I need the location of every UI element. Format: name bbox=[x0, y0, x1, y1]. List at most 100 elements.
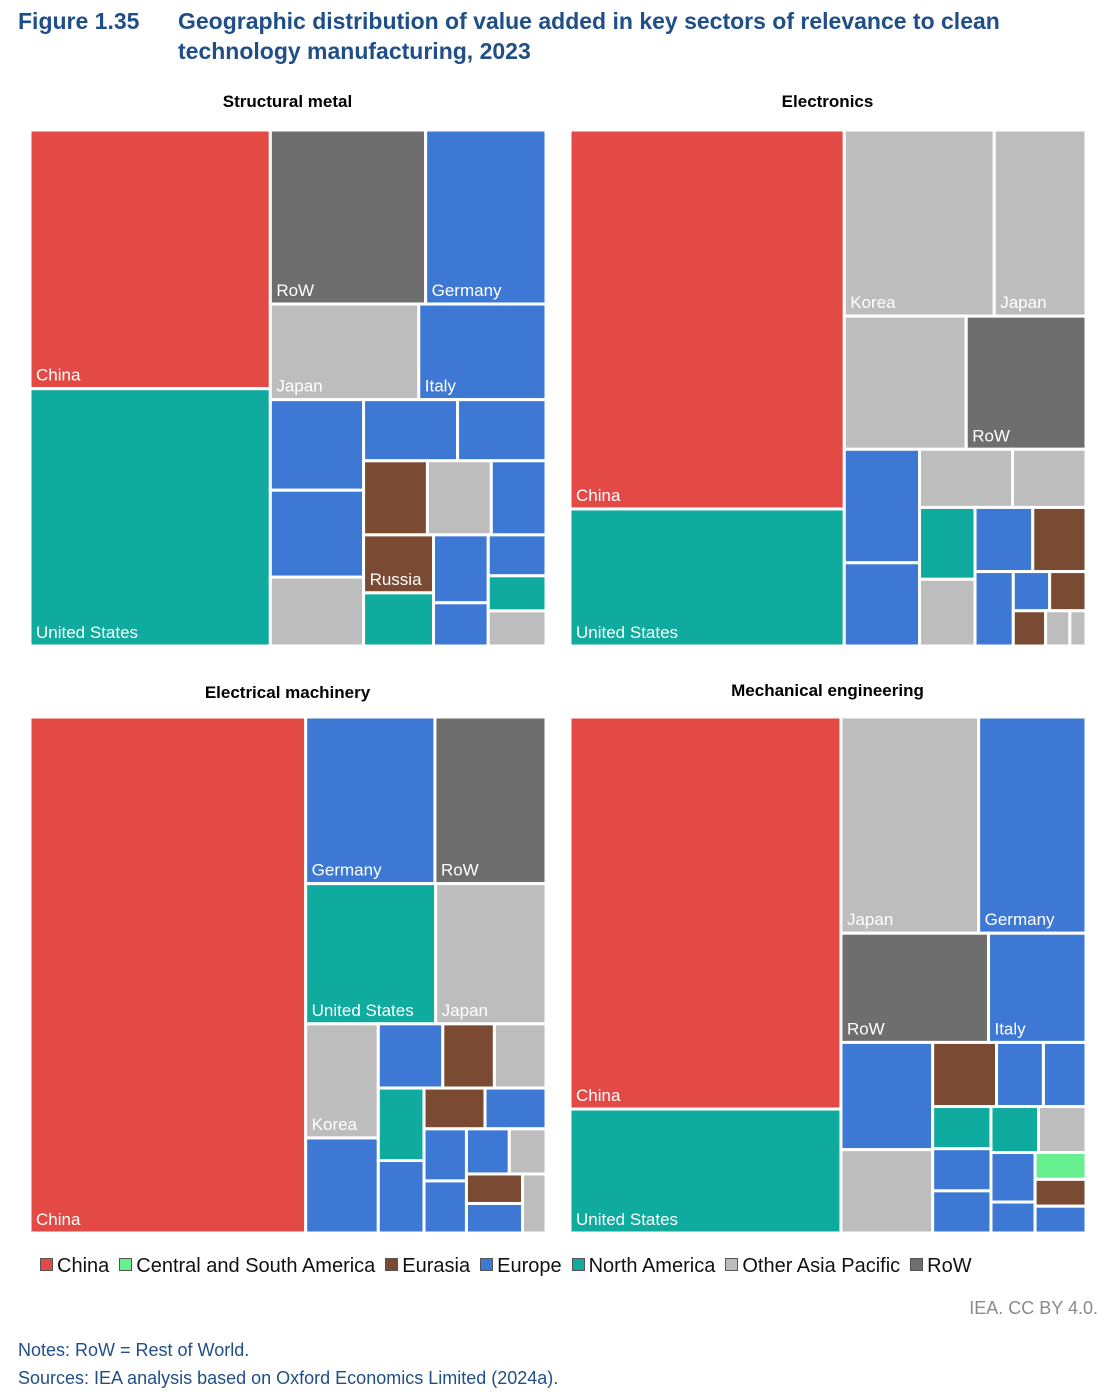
treemap-cell bbox=[973, 505, 1035, 574]
treemap-cell bbox=[422, 1086, 487, 1131]
legend-item: RoW bbox=[910, 1255, 972, 1278]
treemap-cell bbox=[918, 577, 977, 648]
treemap-cell bbox=[931, 1147, 993, 1193]
panel-title-electronics: Electronics bbox=[781, 92, 874, 111]
figure-title-text: Geographic distribution of value added i… bbox=[178, 8, 1000, 64]
treemap-cell bbox=[568, 1107, 843, 1235]
treemap-cell bbox=[989, 1151, 1037, 1204]
treemap-cell bbox=[489, 459, 548, 537]
treemap-cell bbox=[931, 1105, 993, 1151]
legend-label: North America bbox=[588, 1255, 716, 1277]
panel-title-electrical-machinery: Electrical machinery bbox=[204, 683, 371, 702]
treemap-cell bbox=[492, 1022, 548, 1090]
treemap-cell-label: Korea bbox=[312, 1115, 358, 1134]
treemap-cell bbox=[422, 1179, 468, 1235]
treemap-cell-label: Germany bbox=[985, 910, 1055, 929]
treemap-cell-label: RoW bbox=[847, 1019, 885, 1038]
treemap-cell bbox=[433, 715, 548, 886]
legend-label: Central and South America bbox=[136, 1255, 376, 1277]
treemap-cell bbox=[464, 1127, 511, 1176]
treemap-cell-label: Italy bbox=[994, 1019, 1026, 1038]
treemap-cell bbox=[839, 1148, 935, 1235]
treemap-cell bbox=[986, 931, 1088, 1044]
treemap-cell bbox=[268, 398, 366, 492]
treemap-cell-label: Korea bbox=[850, 293, 896, 312]
treemap-cell bbox=[839, 715, 981, 935]
treemap-cell-label: China bbox=[576, 1086, 621, 1105]
treemap-cell-label: United States bbox=[36, 623, 138, 642]
legend-label: Eurasia bbox=[402, 1255, 471, 1277]
panel-title-mechanical-engineering: Mechanical engineering bbox=[731, 681, 924, 700]
treemap-cell bbox=[931, 1040, 999, 1109]
treemap-cell bbox=[1033, 1177, 1088, 1208]
treemap-cell bbox=[486, 609, 548, 648]
treemap-cell bbox=[376, 1022, 445, 1090]
treemap-cell-label: United States bbox=[576, 623, 678, 642]
treemap-cell bbox=[268, 575, 366, 648]
treemap-electrical-machinery: China Germany RoW United States Japan Korea bbox=[28, 715, 548, 1235]
legend-label: Other Asia Pacific bbox=[742, 1255, 901, 1277]
treemap-structural-metal: China United States RoW Germany Japan Italy Ru… bbox=[28, 128, 548, 648]
treemap-cell bbox=[568, 715, 843, 1111]
treemap-cell bbox=[362, 591, 436, 648]
treemap-cell bbox=[842, 314, 968, 451]
treemap-cell bbox=[486, 574, 548, 613]
treemap-cell-label: Italy bbox=[425, 377, 457, 396]
treemap-cell bbox=[839, 1040, 935, 1152]
treemap-mechanical-engineering: China United States Japan Germany RoW Italy bbox=[568, 715, 1088, 1235]
legend-item: Eurasia bbox=[385, 1255, 470, 1278]
legend: China Central and South America Eurasia Eur… bbox=[40, 1255, 1100, 1281]
treemap-cell bbox=[432, 533, 490, 605]
treemap-cell bbox=[568, 507, 846, 648]
treemap-cell bbox=[441, 1022, 496, 1090]
treemap-cell bbox=[304, 882, 438, 1026]
legend-swatch bbox=[119, 1258, 133, 1271]
treemap-cell-label: China bbox=[36, 366, 81, 385]
treemap-cell bbox=[931, 1189, 993, 1235]
legend-item: Other Asia Pacific bbox=[725, 1255, 900, 1278]
treemap-cell bbox=[1041, 1040, 1088, 1109]
treemap-cell bbox=[1033, 1204, 1088, 1235]
treemap-cell bbox=[434, 882, 548, 1026]
treemap-cell bbox=[422, 1127, 468, 1183]
sources-text: Sources: IEA analysis based on Oxford Ec… bbox=[18, 1368, 559, 1388]
treemap-cell bbox=[992, 128, 1088, 318]
treemap-cell bbox=[1011, 609, 1048, 648]
treemap-cell bbox=[425, 459, 493, 537]
treemap-cell bbox=[424, 128, 548, 306]
treemap-cell bbox=[486, 533, 548, 578]
treemap-cell-label: Japan bbox=[442, 1001, 488, 1020]
notes-text: Notes: RoW = Rest of World. bbox=[18, 1340, 250, 1360]
treemap-cell bbox=[28, 387, 272, 648]
legend-label: Europe bbox=[497, 1255, 562, 1277]
treemap-cell bbox=[1036, 1105, 1088, 1155]
legend-swatch bbox=[910, 1258, 924, 1271]
treemap-cell-label: Germany bbox=[312, 861, 382, 880]
legend-item: North America bbox=[571, 1255, 716, 1278]
treemap-cell-label: China bbox=[36, 1210, 81, 1229]
treemap-cell bbox=[28, 128, 272, 391]
treemap-cell bbox=[1033, 1151, 1088, 1181]
panel-title-structural-metal: Structural metal bbox=[222, 92, 353, 111]
treemap-cell bbox=[568, 128, 846, 511]
treemap-cell-label: Japan bbox=[1000, 293, 1046, 312]
legend-swatch bbox=[480, 1258, 494, 1271]
treemap-cell bbox=[1068, 609, 1088, 648]
treemap-cell-label: Japan bbox=[276, 377, 322, 396]
treemap-cell bbox=[842, 447, 922, 565]
treemap-cell bbox=[918, 447, 1015, 509]
treemap-cell bbox=[432, 601, 490, 648]
treemap-cell-label: Russia bbox=[370, 570, 423, 589]
figure-number: Figure 1.35 bbox=[18, 8, 140, 34]
treemap-cell bbox=[842, 561, 922, 648]
legend-swatch bbox=[725, 1258, 739, 1271]
treemap-cell bbox=[1031, 505, 1088, 574]
treemap-cell-label: Germany bbox=[432, 281, 502, 300]
treemap-cell bbox=[977, 715, 1088, 935]
treemap-cell-label: Japan bbox=[847, 910, 893, 929]
treemap-cell bbox=[464, 1201, 525, 1235]
treemap-electronics: China United States Korea Japan RoW bbox=[568, 128, 1088, 648]
treemap-cell bbox=[28, 715, 308, 1235]
legend-item: Central and South America bbox=[119, 1255, 375, 1278]
treemap-cell-label: RoW bbox=[276, 281, 314, 300]
